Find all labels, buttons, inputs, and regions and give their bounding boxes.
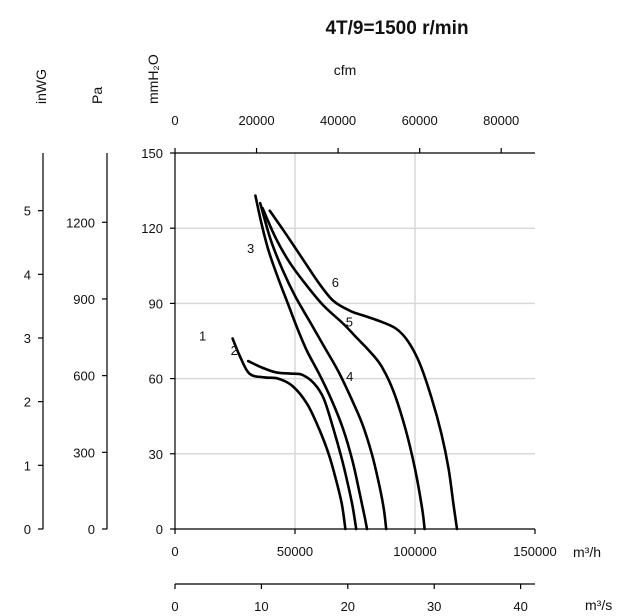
y-pa-tick-label-1: 300 bbox=[73, 445, 95, 460]
x-cfm-tick-label-2: 40000 bbox=[320, 113, 356, 128]
y-inwg-tick-label-5: 5 bbox=[24, 204, 31, 219]
y-inwg-tick-label-1: 1 bbox=[24, 458, 31, 473]
x-m3s-tick-label-3: 30 bbox=[427, 599, 441, 614]
x-m3s-axis-label: m³/s bbox=[585, 597, 612, 613]
y-mmh2o-tick-label-0: 0 bbox=[156, 522, 163, 537]
y-mmh2o-tick-label-4: 120 bbox=[141, 221, 163, 236]
curve-2 bbox=[246, 359, 358, 531]
y-inwg-tick-label-0: 0 bbox=[24, 522, 31, 537]
curve-label-2: 2 bbox=[231, 343, 238, 358]
y-inwg-tick-label-2: 2 bbox=[24, 395, 31, 410]
x-m3h-axis-label: m³/h bbox=[573, 544, 601, 560]
x-cfm-tick-label-3: 60000 bbox=[402, 113, 438, 128]
curve-3 bbox=[254, 194, 369, 531]
grid-layer bbox=[175, 153, 535, 529]
x-cfm-axis-label: cfm bbox=[334, 62, 357, 78]
y-pa-tick-label-3: 900 bbox=[73, 292, 95, 307]
x-m3h-tick-label-0: 0 bbox=[171, 544, 178, 559]
curves-layer: 1 2 3 4 5 6 bbox=[199, 194, 459, 531]
curve-label-4: 4 bbox=[346, 369, 353, 384]
x-m3h-tick-label-3: 150000 bbox=[513, 544, 556, 559]
y-pa-axis-label: Pa bbox=[89, 87, 105, 104]
y-inwg-axis-label: inWG bbox=[33, 69, 49, 104]
chart-title: 4T/9=1500 r/min bbox=[325, 18, 468, 39]
y-mmh2o-tick-label-5: 150 bbox=[141, 146, 163, 161]
y-inwg-tick-label-4: 4 bbox=[24, 267, 31, 282]
curve-label-5: 5 bbox=[346, 314, 353, 329]
curve-5 bbox=[261, 206, 426, 531]
x-cfm-tick-label-1: 20000 bbox=[238, 113, 274, 128]
x-m3h-tick-label-2: 100000 bbox=[393, 544, 436, 559]
y-pa-tick-label-0: 0 bbox=[88, 522, 95, 537]
y-mmh2o-tick-label-2: 60 bbox=[149, 372, 163, 387]
curve-1 bbox=[231, 337, 347, 531]
x-m3s-tick-label-0: 0 bbox=[171, 599, 178, 614]
curve-4 bbox=[258, 201, 388, 531]
x-m3s-tick-label-1: 10 bbox=[254, 599, 268, 614]
x-cfm-tick-label-4: 80000 bbox=[483, 113, 519, 128]
curve-label-1: 1 bbox=[199, 328, 206, 343]
curve-label-6: 6 bbox=[332, 275, 339, 290]
x-m3s-tick-label-4: 40 bbox=[513, 599, 527, 614]
curve-6 bbox=[268, 209, 459, 531]
y-mmh2o-tick-label-1: 30 bbox=[149, 447, 163, 462]
x-cfm-tick-label-0: 0 bbox=[171, 113, 178, 128]
y-inwg-tick-label-3: 3 bbox=[24, 331, 31, 346]
x-m3h-tick-label-1: 50000 bbox=[277, 544, 313, 559]
y-pa-tick-label-4: 1200 bbox=[66, 215, 95, 230]
y-pa-tick-label-2: 600 bbox=[73, 369, 95, 384]
y-mmh2o-axis-label: mmH₂O bbox=[145, 54, 161, 104]
y-mmh2o-tick-label-3: 90 bbox=[149, 296, 163, 311]
x-m3s-tick-label-2: 20 bbox=[341, 599, 355, 614]
curve-label-3: 3 bbox=[247, 241, 254, 256]
